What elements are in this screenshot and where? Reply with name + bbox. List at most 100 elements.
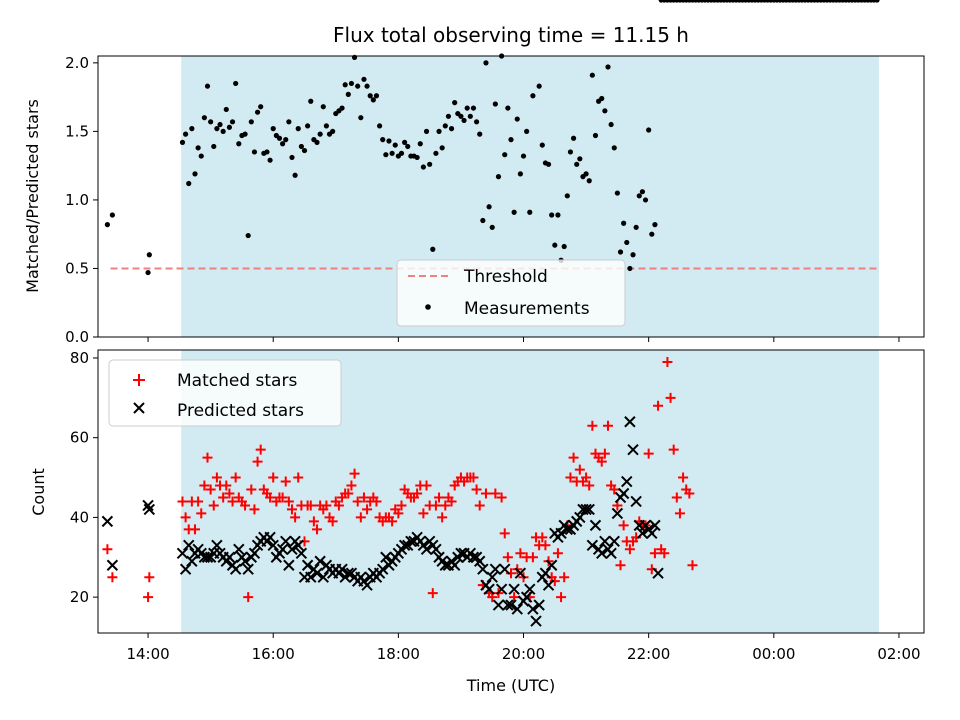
measurement-point: [146, 252, 152, 258]
predicted-star-point: [301, 559, 314, 571]
predicted-star-point: [545, 559, 558, 571]
measurement-point: [592, 132, 599, 139]
measurement-point: [567, 149, 574, 155]
matched-star-point: [649, 548, 660, 559]
measurement-point: [370, 97, 376, 103]
predicted-star-point: [317, 571, 329, 583]
measurement-point: [577, 156, 583, 162]
matched-star-point: [199, 480, 210, 491]
matched-star-point: [662, 356, 673, 367]
measurement-point: [524, 128, 530, 134]
measurement-point: [464, 105, 470, 111]
matched-star-point: [665, 392, 676, 403]
bottom-y-tick-label: 40: [70, 508, 89, 526]
matched-star-point: [599, 448, 610, 459]
measurement-point: [874, 0, 880, 3]
measurements-points: [104, 0, 880, 276]
matched-star-point: [107, 572, 118, 583]
matched-star-point: [286, 504, 297, 515]
matched-star-point: [565, 472, 576, 483]
measurement-point: [439, 145, 445, 151]
predicted-star-point: [314, 555, 326, 567]
legend-matched-swatch: [133, 374, 145, 386]
matched-star-point: [446, 496, 457, 507]
measurement-point: [611, 145, 617, 151]
matched-star-point: [643, 448, 654, 459]
measurement-point: [423, 128, 430, 134]
matched-star-point: [362, 504, 373, 515]
measurement-point: [223, 106, 229, 113]
top-y-axis: 0.0 0.5 1.0 1.5 2.0: [65, 54, 98, 346]
predicted-star-point: [336, 563, 348, 575]
matched-star-point: [418, 508, 429, 519]
measurement-point: [608, 121, 614, 128]
matched-star-point: [255, 444, 266, 455]
measurement-point: [245, 232, 251, 239]
measurement-point: [473, 119, 480, 125]
matched-star-point: [346, 480, 357, 491]
predicted-star-point: [489, 563, 502, 575]
measurement-point: [420, 164, 426, 170]
measurement-point: [639, 189, 646, 195]
measurement-point: [508, 137, 514, 143]
predicted-star-point: [474, 555, 486, 567]
measurement-point: [552, 242, 558, 248]
measurement-point: [364, 83, 370, 89]
matched-star-point: [574, 464, 585, 475]
measurement-point: [208, 119, 214, 125]
predicted-star-point: [611, 507, 624, 520]
matched-star-point: [537, 532, 548, 543]
predicted-star-point: [524, 583, 536, 595]
measurement-point: [436, 128, 442, 134]
bottom-y-tick-label: 60: [70, 429, 89, 447]
matched-star-point: [581, 472, 592, 483]
bottom-legend-box: [108, 359, 342, 427]
measurement-point: [183, 131, 189, 137]
predicted-star-point: [448, 559, 461, 571]
matched-star-point: [552, 548, 563, 559]
measurement-point: [646, 127, 652, 133]
matched-star-point: [437, 512, 448, 523]
matched-star-point: [371, 496, 382, 507]
measurement-point: [186, 180, 192, 187]
matched-star-point: [412, 488, 423, 499]
predicted-star-point: [630, 495, 642, 508]
predicted-star-point: [248, 547, 261, 559]
matched-star-point: [196, 508, 207, 519]
predicted-star-point: [233, 543, 245, 556]
measurement-point: [492, 101, 498, 107]
predicted-star-point: [499, 563, 511, 575]
matched-star-point: [102, 544, 113, 555]
measurement-point: [248, 119, 254, 125]
predicted-star-point: [542, 579, 555, 591]
predicted-star-point: [580, 503, 592, 516]
measurement-point: [320, 104, 326, 110]
measurement-point: [233, 80, 239, 87]
measurement-point: [445, 113, 452, 119]
measurement-point: [461, 117, 467, 124]
matched-star-point: [556, 592, 567, 603]
measurement-point: [402, 139, 408, 145]
matched-star-point: [230, 472, 241, 483]
measurement-point: [198, 153, 204, 159]
measurement-point: [109, 212, 115, 218]
predicted-star-point: [530, 615, 542, 627]
measurement-point: [527, 209, 533, 215]
matched-star-point: [352, 496, 363, 507]
bottom-y-tick-label: 20: [70, 588, 89, 606]
matched-star-point: [268, 472, 279, 483]
matched-star-point: [143, 592, 154, 603]
predicted-star-point: [589, 519, 602, 532]
predicted-star-point: [295, 547, 308, 559]
predicted-star-point: [608, 535, 620, 548]
predicted-star-point: [439, 559, 452, 571]
measurement-point: [236, 141, 242, 147]
measurement-point: [217, 121, 223, 128]
measurement-point: [652, 222, 658, 228]
matched-star-point: [612, 500, 623, 511]
measurement-point: [298, 143, 304, 150]
matched-star-point: [480, 488, 491, 499]
measurement-point: [295, 126, 301, 132]
bottom-y-axis: 20 40 60 80: [70, 349, 98, 606]
